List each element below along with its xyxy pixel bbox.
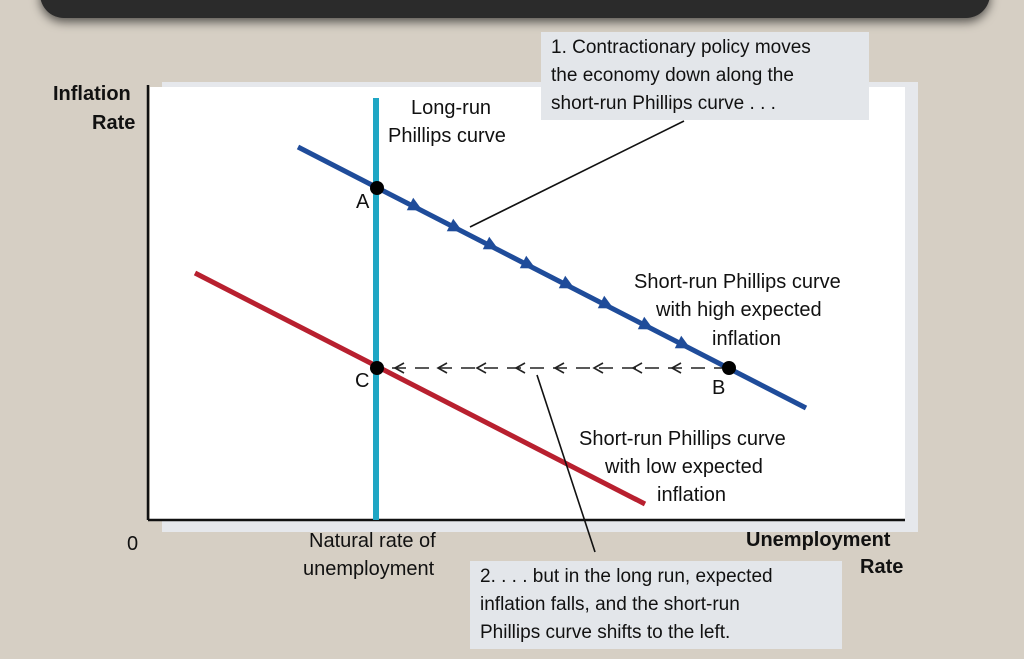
srpc-high-label-line3: inflation bbox=[712, 328, 781, 350]
note2-line1: 2. . . . but in the long run, expected bbox=[480, 566, 773, 587]
srpc-high-label-line2: with high expected bbox=[656, 299, 822, 321]
srpc-low-label-line1: Short-run Phillips curve bbox=[579, 428, 786, 450]
point-b bbox=[722, 361, 736, 375]
y-axis-label-line1: Inflation bbox=[53, 83, 131, 105]
x-axis-label-line2: Rate bbox=[860, 556, 904, 578]
graph-panel bbox=[150, 87, 905, 520]
arrowhead bbox=[637, 316, 654, 330]
y-axis-label-line2: Rate bbox=[92, 112, 136, 134]
point-a-label: A bbox=[356, 191, 370, 213]
short-run-phillips-curve-low bbox=[193, 270, 647, 507]
arrowhead bbox=[674, 335, 691, 349]
lrpc-label-line1: Long-run bbox=[411, 97, 492, 119]
arrowhead bbox=[482, 236, 499, 250]
arrowhead bbox=[406, 197, 423, 211]
arrowhead bbox=[597, 295, 614, 309]
shift-arrow-dashed bbox=[392, 362, 722, 374]
annotation-note-1: 1. Contractionary policy moves the econo… bbox=[541, 32, 869, 120]
x-axis-label-line1: Unemployment bbox=[746, 529, 891, 551]
note1-line3: short-run Phillips curve . . . bbox=[551, 93, 776, 114]
note2-line2: inflation falls, and the short-run bbox=[480, 594, 740, 615]
srpc-low-label-line2: with low expected bbox=[605, 456, 763, 478]
natural-rate-label-line2: unemployment bbox=[303, 558, 435, 580]
origin-label: 0 bbox=[127, 533, 139, 555]
srpc-low-label-line3: inflation bbox=[657, 484, 726, 506]
point-c-label: C bbox=[355, 370, 370, 392]
callout-line-2 bbox=[536, 374, 596, 553]
point-b-label: B bbox=[712, 377, 726, 399]
window-top-bar bbox=[40, 0, 990, 18]
lrpc-label-line2: Phillips curve bbox=[388, 125, 506, 147]
note2-line3: Phillips curve shifts to the left. bbox=[480, 622, 731, 643]
annotation-note-2: 2. . . . but in the long run, expected i… bbox=[470, 561, 842, 649]
arrowhead bbox=[446, 218, 463, 232]
srpc-high-label-line1: Short-run Phillips curve bbox=[634, 271, 841, 293]
note1-line1: 1. Contractionary policy moves bbox=[551, 37, 811, 58]
movement-arrows bbox=[406, 197, 691, 349]
arrowhead bbox=[558, 275, 575, 289]
point-a bbox=[370, 181, 384, 195]
note1-line2: the economy down along the bbox=[551, 65, 794, 86]
point-c bbox=[370, 361, 384, 375]
arrowhead bbox=[519, 255, 536, 269]
callout-line-1 bbox=[469, 120, 685, 228]
natural-rate-label-line1: Natural rate of bbox=[309, 530, 436, 552]
